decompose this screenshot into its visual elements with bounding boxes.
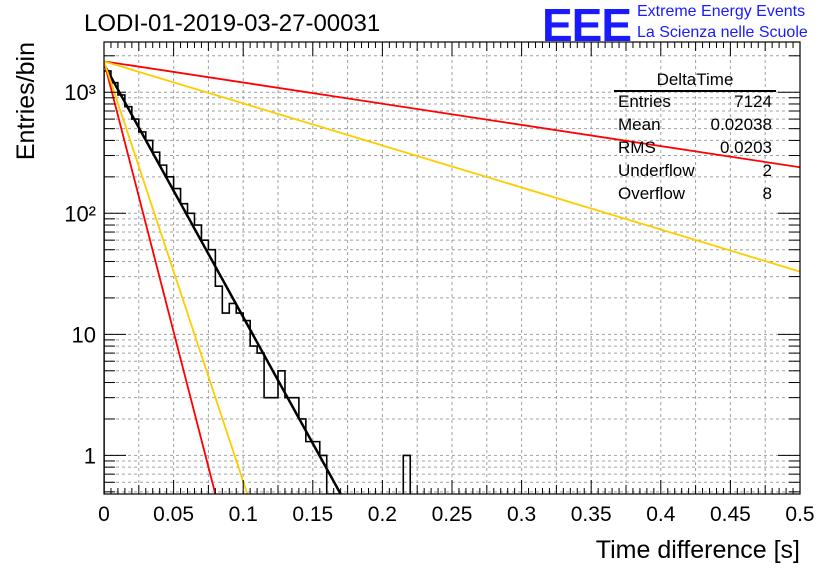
- stats-title: DeltaTime: [656, 70, 734, 89]
- stats-row-overflow: Overflow 8: [618, 184, 772, 206]
- stats-label: Mean: [618, 115, 661, 134]
- stats-label: RMS: [618, 138, 656, 157]
- y-tick-label: 10³: [64, 80, 96, 105]
- fit-line: [104, 63, 342, 494]
- stats-label: Entries: [618, 92, 671, 111]
- stats-value: 8: [762, 184, 772, 203]
- x-tick-label: 0.3: [507, 503, 536, 526]
- stats-row-mean: Mean 0.02038: [618, 115, 772, 137]
- stats-row-entries: Entries 7124: [618, 92, 772, 114]
- x-tick-label: 0.15: [292, 503, 333, 526]
- x-tick-label: 0.05: [153, 503, 194, 526]
- x-tick-label: 0.35: [571, 503, 612, 526]
- stats-row-underflow: Underflow 2: [618, 161, 772, 183]
- x-tick-label: 0.5: [785, 503, 814, 526]
- x-tick-label: 0.1: [229, 503, 258, 526]
- logo-text-line1: Extreme Energy Events: [637, 3, 806, 20]
- stats-label: Underflow: [618, 161, 695, 180]
- fit-line: [104, 60, 800, 273]
- stats-row-rms: RMS 0.0203: [618, 138, 772, 160]
- y-tick-label: 10²: [64, 201, 96, 226]
- fit-line: [104, 60, 800, 169]
- stats-value: 0.02038: [710, 115, 772, 134]
- chart-title: LODI-01-2019-03-27-00031: [84, 10, 381, 37]
- logo-text-line2: La Scienza nelle Scuole: [637, 24, 808, 41]
- y-tick-label: 10: [72, 322, 96, 347]
- fit-line: [104, 61, 249, 494]
- x-axis-label: Time difference [s]: [596, 536, 800, 564]
- x-tick-label: 0: [98, 503, 110, 526]
- plot-contents: [104, 60, 800, 494]
- stats-value: 0.0203: [720, 138, 772, 157]
- x-tick-label: 0.4: [646, 503, 676, 526]
- stats-value: 2: [762, 161, 772, 180]
- stats-label: Overflow: [618, 184, 686, 203]
- y-axis-label: Entries/bin: [12, 42, 40, 160]
- x-tick-label: 0.25: [432, 503, 473, 526]
- stats-title-rule: [614, 90, 776, 92]
- x-tick-label: 0.2: [368, 503, 397, 526]
- x-tick-label: 0.45: [710, 503, 751, 526]
- fit-line: [104, 61, 217, 494]
- stats-value: 7124: [734, 92, 772, 111]
- y-tick-label: 1: [84, 443, 96, 468]
- stats-box: DeltaTime Entries 7124 Mean 0.02038 RMS …: [614, 70, 776, 203]
- eee-logo: EEE: [542, 0, 632, 51]
- histogram-bars: [104, 70, 412, 494]
